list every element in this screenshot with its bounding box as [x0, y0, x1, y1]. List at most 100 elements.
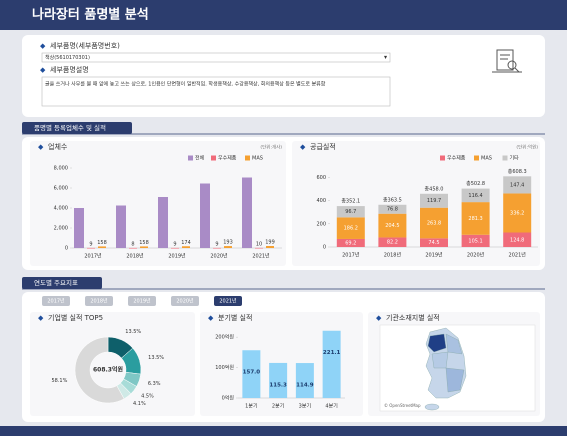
- bar: [255, 247, 263, 249]
- total-label: 총363.5: [383, 196, 402, 203]
- bar-segment: [336, 217, 365, 239]
- bar: [322, 330, 341, 398]
- bar-value-label: 158: [139, 240, 149, 246]
- year-tab[interactable]: [85, 296, 113, 306]
- y-tick-label: 8,000: [54, 166, 68, 172]
- y-tick-label: 6,000: [54, 186, 68, 192]
- bar-segment: [503, 232, 532, 247]
- year-tab-label: 2020년: [176, 298, 194, 305]
- item-label: 세부품명(세부품명번호): [50, 41, 120, 50]
- year-tab-label: 2021년: [219, 298, 237, 305]
- korea-map: [424, 327, 467, 411]
- year-tab-label: 2019년: [133, 298, 151, 305]
- slice-label: 6.3%: [148, 381, 161, 387]
- total-label: 총352.1: [341, 198, 360, 205]
- footer-bar: [0, 426, 567, 436]
- report-icon: [492, 49, 522, 73]
- bar-segment: [503, 176, 532, 194]
- x-tick-label: 1분기: [245, 403, 257, 410]
- desc-text: 글을 쓰거나 사무를 볼 때 앞에 놓고 쓰는 상으로, 1인용인 단면형이 일…: [45, 81, 326, 88]
- bar-value-label: 8: [131, 241, 134, 247]
- x-tick-label: 2021년: [252, 253, 270, 260]
- bar: [129, 247, 137, 249]
- segment-label: 204.5: [385, 223, 399, 229]
- bar-value-label: 114.9: [296, 383, 314, 389]
- slice-label: 13.5%: [148, 355, 164, 361]
- chart-title: 공급실적: [310, 142, 336, 151]
- y-tick-label: 200억원: [215, 334, 234, 341]
- y-tick-label: 600: [316, 175, 326, 181]
- bar-value-label: 9: [215, 241, 218, 247]
- donut-slice: [74, 336, 125, 404]
- y-tick-label: 200: [316, 221, 326, 227]
- bar-segment: [461, 202, 490, 235]
- section-tab: [22, 122, 132, 134]
- legend-swatch: [502, 155, 508, 161]
- x-tick-label: 3분기: [299, 403, 311, 410]
- bullet: ◆: [208, 314, 214, 322]
- total-label: 총458.0: [425, 185, 444, 192]
- year-tab[interactable]: [128, 296, 156, 306]
- bar: [269, 362, 288, 398]
- bar-segment: [336, 206, 365, 218]
- x-tick-label: 2019년: [425, 252, 443, 259]
- bar-value-label: 115.3: [269, 382, 287, 388]
- chart-title: 분기별 실적: [218, 313, 252, 322]
- x-tick-label: 2020년: [210, 253, 228, 260]
- segment-label: 336.2: [510, 210, 524, 216]
- bar: [213, 247, 221, 249]
- bar: [266, 246, 274, 248]
- legend-swatch: [245, 155, 250, 161]
- item-select[interactable]: [41, 52, 391, 63]
- bullet: ◆: [40, 66, 46, 74]
- bullet: ◆: [40, 42, 46, 50]
- bar: [87, 247, 95, 249]
- bullet: ◆: [300, 143, 306, 151]
- legend-swatch: [211, 155, 216, 161]
- legend-swatch: [440, 155, 445, 161]
- segment-label: 69.2: [345, 240, 356, 246]
- bar-value-label: 9: [89, 241, 92, 247]
- segment-label: 186.2: [344, 226, 358, 232]
- segment-label: 96.7: [345, 209, 356, 215]
- year-tab[interactable]: [214, 296, 242, 306]
- legend-label: 기타: [510, 155, 520, 162]
- section-title: 품명별 등록업체수 및 실적: [34, 123, 106, 132]
- bar-segment: [378, 204, 407, 214]
- bar: [116, 205, 126, 248]
- y-tick-label: 0억원: [222, 395, 235, 402]
- donut-center-label: 608.3억원: [93, 366, 123, 374]
- x-tick-label: 2019년: [168, 253, 186, 260]
- select-arrow: ▼: [384, 55, 388, 60]
- segment-label: 82.2: [387, 240, 398, 246]
- segment-label: 105.1: [468, 238, 482, 244]
- x-tick-label: 2017년: [342, 252, 360, 259]
- legend-swatch: [188, 155, 193, 161]
- bar-value-label: 157.0: [243, 370, 261, 376]
- slice-label: 13.5%: [125, 329, 141, 335]
- bar-value-label: 193: [223, 240, 233, 246]
- bar-value-label: 221.1: [323, 350, 341, 356]
- bullet: ◆: [38, 143, 44, 151]
- slice-label: 58.1%: [51, 378, 67, 384]
- legend-label: MAS: [252, 156, 263, 162]
- bar: [295, 363, 314, 398]
- year-tab[interactable]: [42, 296, 70, 306]
- bar: [98, 246, 106, 248]
- map-title: 기관소재지별 실적: [386, 313, 440, 322]
- page-title: 나라장터 품명별 분석: [32, 7, 149, 23]
- bar-segment: [420, 193, 448, 208]
- section-tab: [22, 277, 102, 289]
- bar: [140, 246, 148, 248]
- card: [30, 312, 195, 416]
- legend-label: 우수제품: [218, 155, 237, 162]
- chart-title: 업체수: [48, 143, 68, 151]
- total-label: 총608.3: [508, 168, 527, 175]
- year-tab[interactable]: [171, 296, 199, 306]
- bar-segment: [461, 188, 490, 203]
- legend-label: 전체: [195, 155, 205, 162]
- bar-value-label: 158: [97, 240, 107, 246]
- bar-segment: [420, 207, 448, 239]
